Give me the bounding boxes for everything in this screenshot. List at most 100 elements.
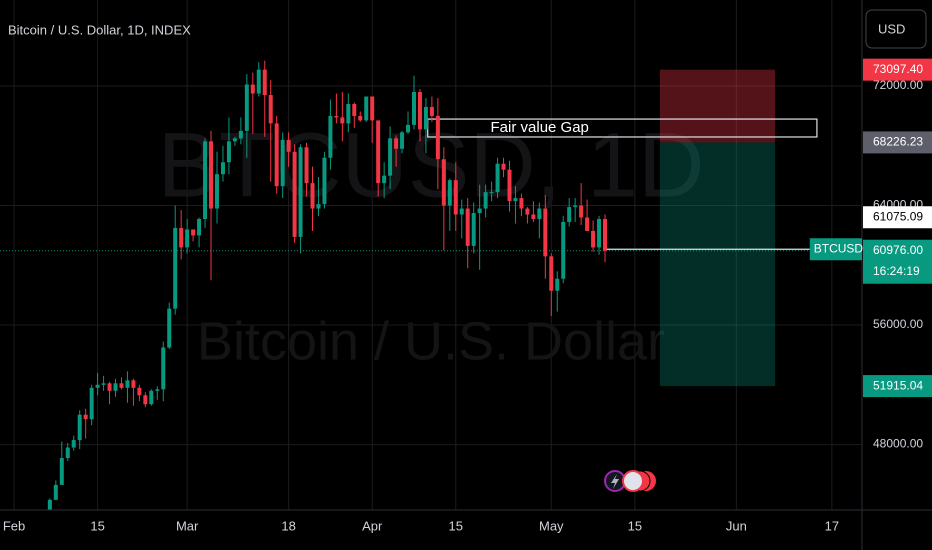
event-icon[interactable]	[622, 470, 644, 492]
candle-body	[543, 208, 548, 257]
currency-button[interactable]	[865, 9, 927, 49]
candle-body	[161, 347, 166, 390]
candle-body	[585, 217, 590, 231]
candle-body	[286, 139, 291, 152]
candle-body	[328, 115, 333, 158]
candle-body	[573, 205, 578, 208]
candle-body	[316, 204, 321, 209]
candle-body	[119, 383, 124, 388]
candle-body	[513, 198, 518, 202]
price-label-box	[863, 375, 932, 398]
candle-body	[537, 208, 542, 219]
candle-body	[268, 95, 273, 124]
candle-body	[209, 141, 214, 209]
candle-body	[441, 159, 446, 206]
x-tick-label: Apr	[362, 518, 383, 533]
candle-body	[447, 180, 452, 206]
candle-body	[531, 214, 536, 219]
candle-body	[304, 147, 309, 184]
candle-body	[131, 380, 136, 388]
candle-body	[203, 141, 208, 219]
candle-body	[459, 208, 464, 215]
candle-body	[262, 69, 267, 96]
candle-body	[400, 132, 405, 149]
candle-body	[370, 96, 375, 121]
candle-body	[501, 163, 506, 170]
candle-body	[107, 383, 112, 391]
candle-body	[525, 208, 530, 215]
event-icon-glyph	[611, 474, 619, 489]
candle-body	[244, 84, 249, 131]
price-label: 51915.04	[873, 378, 923, 392]
x-tick-label: 18	[281, 518, 295, 533]
candle-body	[310, 183, 315, 209]
x-tick-label: 15	[449, 518, 463, 533]
price-label-box	[863, 239, 932, 284]
price-label-box	[863, 206, 932, 229]
candle-body	[429, 106, 434, 116]
candle-body	[579, 205, 584, 218]
plot-area: Fair value Gap	[0, 60, 862, 510]
candle-body	[155, 389, 160, 391]
candle-body	[477, 208, 482, 214]
x-tick-label: Feb	[3, 518, 25, 533]
candle-body	[77, 414, 82, 441]
candle-body	[340, 117, 345, 124]
candle-body	[232, 138, 237, 142]
candle-body	[220, 162, 225, 175]
candle-body	[388, 138, 393, 176]
candle-body	[179, 227, 184, 248]
candle-body	[256, 69, 261, 94]
x-tick-label: 17	[825, 518, 839, 533]
y-tick-label: 56000.00	[873, 317, 923, 331]
candle-body	[185, 229, 190, 248]
candle-body	[125, 380, 130, 388]
candle-body	[65, 447, 70, 459]
candle-body	[95, 384, 100, 388]
candle-body	[89, 387, 94, 420]
candle-body	[274, 123, 279, 187]
candle-body	[238, 130, 243, 139]
candle-body	[292, 151, 297, 237]
price-label: 68226.23	[873, 135, 923, 149]
candle-body	[334, 115, 339, 118]
candle-body	[250, 84, 255, 94]
price-label-box	[863, 131, 932, 154]
candle-body	[417, 92, 422, 130]
candle-body	[483, 192, 488, 209]
candle-body	[280, 139, 285, 187]
symbol-label: BTCUSD	[814, 241, 864, 255]
candle-body	[591, 230, 596, 248]
annotation-text: Fair value Gap	[491, 119, 589, 136]
candle-body	[465, 208, 470, 246]
candle-body	[561, 221, 566, 279]
candle-body	[603, 218, 608, 251]
candle-body	[597, 218, 602, 248]
candle-body	[101, 383, 106, 385]
currency-label[interactable]: USD	[878, 21, 905, 36]
price-label-box	[863, 58, 932, 81]
candle-body	[358, 115, 363, 121]
price-label: 73097.40	[873, 62, 923, 76]
watermark-symbol: BTCUSD, 1D	[158, 114, 705, 216]
candle-body	[406, 124, 411, 133]
candle-body	[47, 499, 52, 510]
candle-body	[423, 106, 428, 130]
candle-body	[226, 141, 231, 163]
candle-body	[495, 163, 500, 193]
candle-body	[137, 387, 142, 396]
candle-body	[411, 92, 416, 125]
event-icons	[604, 470, 656, 492]
stop-zone	[659, 69, 776, 143]
candle-body	[346, 103, 351, 124]
x-tick-label: 15	[628, 518, 642, 533]
candle-body	[214, 174, 219, 209]
countdown-label: 16:24:19	[873, 264, 920, 278]
candle-body	[471, 213, 476, 246]
candle-body	[489, 192, 494, 194]
candle-body	[167, 308, 172, 348]
candle-body	[113, 383, 118, 391]
candle-body	[173, 227, 178, 309]
candle-body	[191, 229, 196, 236]
